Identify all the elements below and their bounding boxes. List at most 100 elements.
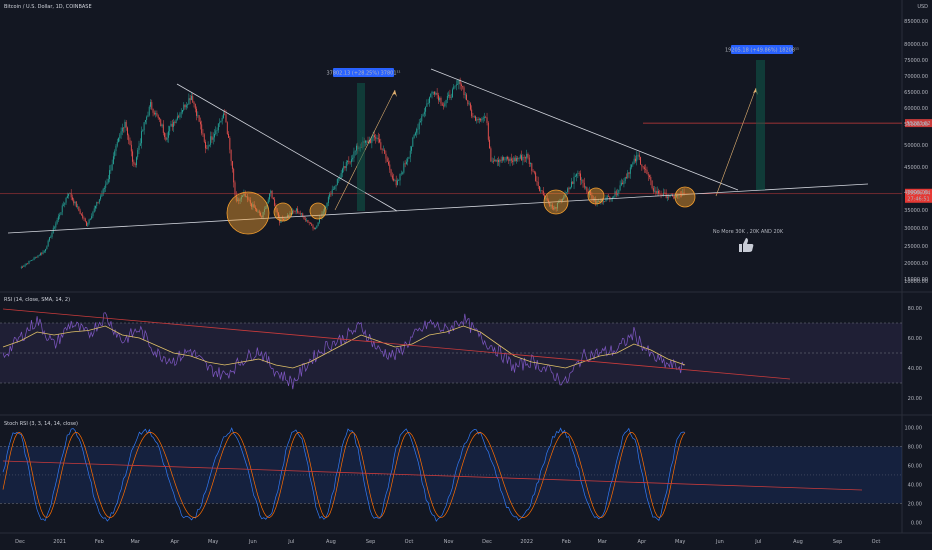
candle-body — [481, 119, 483, 121]
candle-body — [173, 122, 174, 127]
candle-body — [86, 221, 87, 226]
candle-body — [50, 237, 52, 238]
candle-body — [40, 253, 41, 256]
candle-body — [508, 158, 510, 162]
candle-body — [389, 164, 391, 170]
candle-body — [568, 188, 570, 190]
candle-body — [174, 122, 176, 123]
candle-body — [349, 161, 351, 163]
candle-body — [385, 153, 387, 159]
candle-body — [640, 157, 642, 165]
candle-body — [501, 157, 503, 161]
candle-body — [411, 146, 412, 151]
candle-body — [164, 132, 166, 138]
x-tick-label: Jul — [754, 539, 761, 545]
candle-body — [63, 204, 64, 206]
candle-body — [574, 176, 576, 177]
candle-body — [437, 95, 439, 101]
candle-body — [514, 157, 516, 162]
candle-body — [347, 160, 349, 162]
candle-body — [78, 206, 80, 211]
resistance-price-label: 55283.62 — [907, 121, 931, 127]
stoch-trendline — [2, 460, 863, 491]
candle-body — [23, 265, 25, 267]
candle-body — [620, 182, 622, 186]
candle-body — [416, 129, 418, 133]
candle-body — [20, 266, 22, 268]
candle-body — [157, 115, 159, 119]
candle-body — [397, 180, 398, 186]
candle-body — [499, 159, 501, 162]
candle-body — [489, 139, 491, 149]
x-tick-label: Apr — [170, 539, 180, 545]
candle-body — [517, 158, 519, 160]
support-circle — [587, 187, 605, 205]
candle-body — [87, 222, 89, 226]
candle-body — [27, 263, 29, 265]
candle-body — [544, 195, 546, 199]
measure-box — [357, 83, 365, 211]
candle-body — [233, 168, 235, 183]
current-price-tag — [905, 188, 932, 203]
candle-body — [343, 166, 345, 169]
candle-body — [527, 153, 529, 158]
candle-body — [289, 213, 291, 217]
candle-body — [51, 232, 53, 238]
price-tick-label: 10000.00 — [904, 279, 928, 285]
candle-body — [560, 199, 562, 202]
candle-body — [590, 191, 592, 195]
candle-body — [60, 212, 62, 215]
candle-body — [478, 118, 480, 121]
candle-body — [573, 176, 575, 184]
candle-body — [512, 160, 514, 162]
candle-body — [161, 124, 163, 127]
candle-body — [649, 175, 650, 177]
candle-body — [626, 177, 627, 178]
candle-body — [247, 196, 249, 200]
candle-body — [251, 203, 253, 207]
candle-body — [59, 214, 61, 217]
candle-body — [441, 103, 443, 106]
stoch-title: Stoch RSI (3, 3, 14, 14, close) — [4, 421, 78, 427]
candle-body — [316, 225, 318, 228]
candle-body — [38, 255, 40, 256]
candle-body — [547, 200, 549, 202]
candle-body — [219, 122, 221, 124]
candle-body — [335, 184, 337, 187]
candle-body — [229, 137, 231, 150]
candle-body — [228, 133, 230, 138]
candle-body — [545, 198, 547, 199]
candle-body — [110, 169, 112, 171]
candle-body — [409, 150, 411, 158]
candle-body — [539, 186, 540, 191]
candle-body — [542, 191, 544, 196]
price-tick-label: 70000.00 — [904, 74, 928, 80]
candle-body — [354, 150, 356, 152]
candle-body — [265, 208, 267, 210]
candle-body — [260, 212, 261, 216]
candle-body — [485, 117, 487, 118]
candle-body — [243, 193, 245, 196]
candle-body — [652, 188, 654, 192]
candle-body — [206, 148, 208, 149]
candle-body — [448, 94, 450, 97]
candle-body — [22, 266, 24, 268]
candle-body — [88, 219, 90, 223]
thumb-base — [739, 244, 742, 252]
candle-body — [659, 193, 661, 195]
candle-body — [208, 144, 210, 146]
candle-body — [535, 172, 537, 182]
candle-body — [658, 191, 659, 194]
drawings — [0, 45, 932, 252]
candle-body — [24, 264, 26, 266]
candle-body — [244, 193, 246, 197]
symbol-title: Bitcoin / U.S. Dollar, 1D, COINBASE — [4, 4, 92, 10]
candle-body — [66, 195, 68, 199]
candle-body — [95, 205, 96, 209]
candle-body — [428, 97, 430, 103]
candlesticks — [20, 77, 685, 270]
candle-body — [356, 145, 357, 151]
candle-body — [89, 218, 91, 220]
